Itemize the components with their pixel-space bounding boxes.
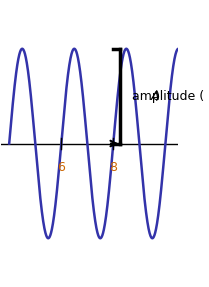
Text: 6: 6	[57, 160, 65, 174]
Text: amplitude (: amplitude (	[131, 90, 204, 103]
Text: 8: 8	[109, 160, 117, 174]
Text: A: A	[150, 90, 159, 103]
Text: ): )	[155, 90, 160, 103]
